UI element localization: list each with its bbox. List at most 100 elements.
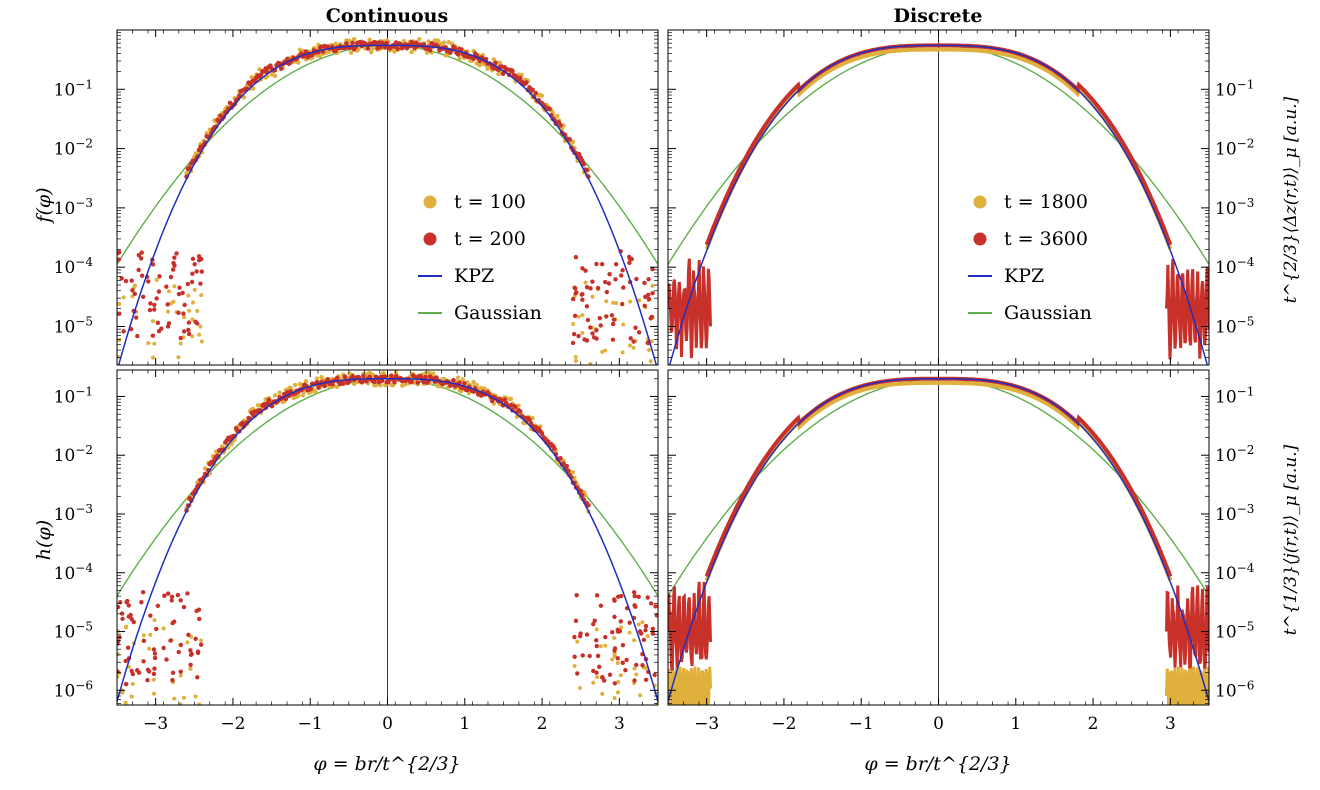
data-point bbox=[370, 46, 375, 51]
data-point bbox=[178, 341, 183, 346]
data-point bbox=[620, 268, 625, 273]
data-point bbox=[166, 309, 171, 314]
panel-top-left: 10−1 10−2 10−3 10−4 10−5 t = 100 t = 200 KPZ Gau… bbox=[54, 29, 659, 366]
data-point bbox=[572, 634, 577, 640]
panel-top-right: 10−1 10−2 10−3 10−4 10−5 t = 1800 t = 3600 KPZ G… bbox=[667, 29, 1255, 366]
legend-marker-early bbox=[423, 195, 437, 209]
data-point bbox=[139, 273, 145, 278]
data-point bbox=[573, 354, 578, 359]
data-point bbox=[631, 590, 637, 595]
data-point bbox=[594, 670, 599, 675]
data-point bbox=[584, 284, 590, 290]
data-point bbox=[150, 319, 155, 324]
ylabel-top-right: t^{2/3}⟨Δz(r,t)⟩_μ [a.u.] bbox=[1281, 96, 1301, 303]
data-point bbox=[573, 291, 578, 296]
y-tick-label: 10−2 bbox=[1215, 443, 1254, 466]
data-point bbox=[650, 283, 655, 288]
data-point bbox=[199, 269, 205, 274]
data-point bbox=[517, 75, 523, 81]
data-point bbox=[590, 279, 595, 284]
data-point bbox=[574, 593, 579, 598]
data-point bbox=[178, 702, 183, 705]
data-point bbox=[185, 640, 190, 645]
data-point bbox=[148, 613, 153, 618]
data-point bbox=[627, 630, 632, 635]
data-point bbox=[510, 68, 515, 74]
data-point bbox=[135, 333, 140, 339]
data-point bbox=[627, 620, 632, 625]
data-point bbox=[134, 668, 140, 673]
xlabel-bottom-right: φ = br/t^{2/3} bbox=[864, 753, 1011, 775]
data-point bbox=[190, 271, 195, 276]
data-point bbox=[600, 675, 605, 680]
series-late bbox=[117, 373, 658, 687]
data-point bbox=[533, 90, 538, 96]
data-point bbox=[547, 106, 552, 112]
data-point bbox=[181, 329, 187, 334]
data-point bbox=[565, 468, 571, 474]
data-point bbox=[496, 71, 501, 77]
data-point bbox=[650, 290, 655, 296]
data-point bbox=[178, 669, 183, 674]
data-point bbox=[578, 488, 583, 494]
data-point bbox=[334, 375, 340, 381]
data-point bbox=[123, 658, 128, 664]
panel-bottom-left: −3 −2 −1 0 1 2 3 10−1 10−2 10−3 10−4 10−5 10−6 bbox=[54, 369, 659, 734]
data-point bbox=[643, 623, 649, 629]
data-point bbox=[342, 374, 348, 380]
legend-label: Gaussian bbox=[1004, 302, 1092, 324]
data-point bbox=[180, 290, 185, 296]
data-point bbox=[178, 642, 184, 648]
data-point bbox=[445, 385, 450, 391]
data-point bbox=[164, 284, 169, 289]
data-point bbox=[384, 40, 390, 46]
data-point bbox=[152, 666, 157, 671]
data-point bbox=[272, 73, 278, 79]
data-point bbox=[382, 374, 388, 380]
legend-label: t = 100 bbox=[454, 191, 526, 213]
kpz-curve bbox=[668, 44, 1209, 365]
data-point bbox=[141, 659, 146, 664]
data-point bbox=[124, 599, 129, 605]
data-point bbox=[632, 666, 637, 671]
data-point bbox=[134, 315, 139, 320]
data-point bbox=[572, 654, 577, 660]
data-point bbox=[613, 277, 618, 282]
data-point bbox=[121, 329, 126, 334]
data-point bbox=[117, 301, 122, 306]
y-tick-label: 10−6 bbox=[54, 678, 93, 701]
data-point bbox=[351, 37, 357, 42]
y-tick-label: 10−2 bbox=[54, 137, 93, 160]
data-point bbox=[587, 653, 592, 659]
data-point bbox=[612, 648, 617, 653]
data-point bbox=[611, 317, 617, 322]
data-point bbox=[631, 345, 636, 350]
data-point bbox=[125, 645, 131, 650]
data-point bbox=[199, 293, 204, 298]
data-point bbox=[171, 619, 177, 624]
data-point bbox=[471, 379, 476, 385]
data-point bbox=[614, 301, 619, 306]
data-point bbox=[598, 603, 604, 608]
data-point bbox=[620, 660, 625, 665]
data-point bbox=[573, 254, 579, 260]
data-point bbox=[612, 696, 617, 701]
y-tick-label: 10−1 bbox=[54, 77, 93, 100]
data-point bbox=[595, 653, 601, 659]
x-tick-label: −1 bbox=[849, 714, 874, 734]
data-point bbox=[117, 652, 120, 657]
data-point bbox=[117, 257, 121, 262]
legend-label: KPZ bbox=[1004, 265, 1044, 287]
data-point bbox=[196, 254, 202, 259]
data-point bbox=[169, 598, 174, 603]
data-point bbox=[618, 593, 624, 599]
y-tick-label: 10−1 bbox=[1215, 384, 1254, 407]
data-point bbox=[552, 446, 557, 452]
data-point bbox=[168, 638, 173, 643]
y-tick-label: 10−3 bbox=[1215, 502, 1254, 525]
data-point bbox=[561, 461, 566, 466]
data-point bbox=[129, 278, 134, 283]
data-point bbox=[460, 377, 465, 382]
data-point bbox=[350, 40, 355, 46]
x-tick-label: 2 bbox=[1088, 714, 1099, 734]
